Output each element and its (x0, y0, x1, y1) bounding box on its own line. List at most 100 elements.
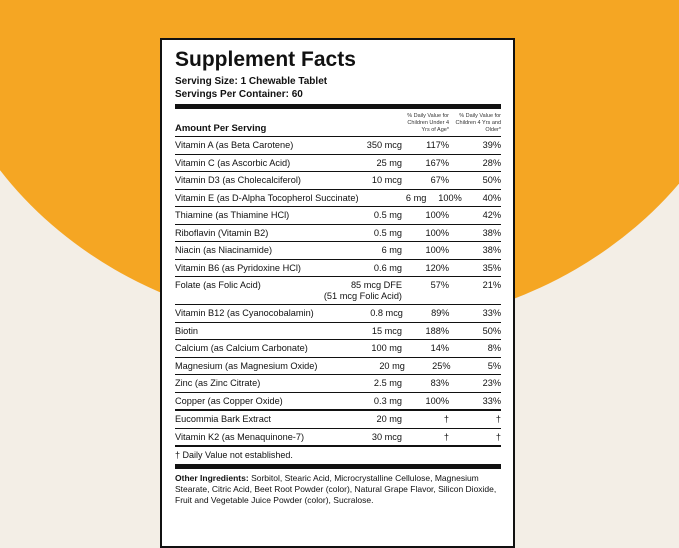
daily-value: 23% (482, 378, 501, 388)
daily-value: 40% (482, 192, 501, 203)
amount-value: 15 mcg (371, 325, 402, 336)
amount: 25 mg (312, 158, 402, 169)
column-header: Amount Per Serving % Daily Value for Chi… (175, 109, 501, 137)
nutrient-row: Riboflavin (Vitamin B2) 0.5 mg 100% 38% (175, 225, 501, 242)
amount: 20 mg (312, 414, 402, 425)
nutrient-row: Eucommia Bark Extract 20 mg † † (175, 411, 501, 429)
amount-value: 25 mg (376, 157, 402, 168)
amount: 85 mcg DFE (51 mcg Folic Acid) (312, 280, 402, 301)
nutrient-table: Vitamin A (as Beta Carotene) 350 mcg 117% 3… (175, 137, 501, 447)
amount: 2.5 mg (312, 378, 402, 389)
servings-per-container: Servings Per Container: 60 (175, 89, 303, 100)
nutrient-name: Zinc (as Zinc Citrate) (175, 378, 261, 388)
nutrient-name: Folate (as Folic Acid) (175, 280, 261, 290)
nutrient-name: Eucommia Bark Extract (175, 414, 271, 424)
amount-value: 85 mcg DFE (350, 280, 402, 290)
daily-value: 167% (425, 157, 450, 168)
serving-size: Serving Size: 1 Chewable Tablet (175, 76, 328, 87)
dv-header: % Daily Value for Children 4 Yrs and Old… (455, 113, 501, 133)
nutrient-name: Thiamine (as Thiamine HCl) (175, 210, 290, 220)
daily-value: 35% (482, 262, 501, 273)
daily-value: 100% (425, 245, 450, 255)
title: Supplement Facts (175, 48, 356, 71)
daily-value: 38% (482, 245, 501, 255)
amount-value: 20 mg (376, 414, 402, 424)
nutrient-row: Vitamin B12 (as Cyanocobalamin) 0.8 mcg 89… (175, 305, 501, 323)
nutrient-row: Vitamin D3 (as Cholecalciferol) 10 mcg 67%… (175, 172, 501, 190)
nutrient-name: Vitamin K2 (as Menaquinone-7) (175, 431, 305, 442)
amount-value: 30 mcg (371, 431, 402, 442)
daily-value: † (495, 414, 501, 424)
daily-value: 38% (482, 227, 501, 238)
nutrient-row: Biotin 15 mcg 188% 50% (175, 323, 501, 340)
daily-value: 5% (487, 360, 501, 371)
nutrient-name: Vitamin E (as D-Alpha Tocopherol Succina… (175, 192, 359, 203)
divider (175, 445, 501, 447)
section: Vitamin A (as Beta Carotene) 350 mcg 117% 3… (175, 137, 501, 409)
daily-value: 14% (430, 343, 449, 353)
daily-value: 100% (438, 192, 462, 203)
daily-value: 120% (425, 262, 450, 273)
amount: 6 mg (312, 245, 402, 256)
amount: 0.8 mcg (314, 308, 403, 319)
daily-value: 100% (425, 395, 450, 406)
nutrient-row: Niacin (as Niacinamide) 6 mg 100% 38% (175, 242, 501, 260)
daily-value: 117% (426, 140, 449, 150)
amount: 15 mcg (312, 326, 402, 337)
nutrient-name: Biotin (175, 325, 198, 336)
amount-value: 0.3 mg (373, 395, 402, 406)
daily-value: † (495, 431, 501, 442)
nutrient-name: Magnesium (as Magnesium Oxide) (175, 360, 318, 371)
amount: 0.5 mg (312, 228, 402, 239)
amount: 20 mg (317, 360, 405, 372)
other-ingredients-label: Other Ingredients: (175, 473, 249, 483)
amount: 0.3 mg (312, 396, 402, 407)
nutrient-row: Zinc (as Zinc Citrate) 2.5 mg 83% 23% (175, 375, 501, 393)
nutrient-row: Folate (as Folic Acid) 85 mcg DFE (51 mcg … (175, 277, 501, 305)
amount: 10 mcg (312, 175, 402, 186)
nutrient-name: Copper (as Copper Oxide) (175, 395, 283, 406)
daily-value: 25% (432, 360, 451, 371)
daily-value: 100% (425, 210, 450, 220)
nutrient-row: Vitamin K2 (as Menaquinone-7) 30 mcg † † (175, 429, 501, 446)
daily-value: 57% (430, 280, 449, 290)
daily-value: 50% (482, 175, 501, 185)
nutrient-name: Niacin (as Niacinamide) (175, 245, 273, 255)
dv-header: % Daily Value for Children Under 4 Yrs o… (407, 113, 449, 133)
amount-value: 10 mcg (371, 175, 402, 185)
daily-value: 42% (482, 210, 501, 220)
supplement-panel: Supplement Facts Serving Size: 1 Chewabl… (160, 38, 515, 548)
amount-value: 100 mg (371, 343, 402, 353)
daily-value: 28% (482, 157, 501, 168)
nutrient-name: Vitamin B12 (as Cyanocobalamin) (175, 308, 314, 318)
amount: 30 mcg (312, 432, 402, 443)
amount-note: (51 mcg Folic Acid) (323, 290, 402, 301)
daily-value: 50% (482, 325, 501, 336)
footnote: † Daily Value not established. (175, 450, 293, 460)
amount: 350 mcg (312, 140, 402, 151)
daily-value: † (443, 431, 449, 442)
nutrient-row: Copper (as Copper Oxide) 0.3 mg 100% 33% (175, 393, 501, 410)
section: Eucommia Bark Extract 20 mg † † Vitamin K2 (… (175, 409, 501, 445)
nutrient-name: Calcium (as Calcium Carbonate) (175, 343, 308, 353)
nutrient-row: Calcium (as Calcium Carbonate) 100 mg 14% 8… (175, 340, 501, 358)
amount: 0.6 mg (312, 263, 402, 274)
nutrient-name: Vitamin A (as Beta Carotene) (175, 140, 294, 150)
amount-value: 0.5 mg (373, 210, 402, 220)
amount-value: 6 mg (381, 245, 402, 255)
nutrient-row: Thiamine (as Thiamine HCl) 0.5 mg 100% 42% (175, 207, 501, 225)
amount-value: 350 mcg (366, 140, 402, 150)
nutrient-row: Vitamin C (as Ascorbic Acid) 25 mg 167% 28% (175, 155, 501, 172)
amount-value: 20 mg (379, 360, 405, 371)
nutrient-name: Vitamin C (as Ascorbic Acid) (175, 157, 291, 168)
daily-value: 33% (482, 308, 501, 318)
other-ingredients: Other Ingredients: Sorbitol, Stearic Aci… (175, 469, 501, 506)
nutrient-row: Vitamin A (as Beta Carotene) 350 mcg 117% 3… (175, 137, 501, 155)
daily-value: 21% (482, 280, 501, 290)
other-ingredients-text: Sorbitol, Stearic Acid, Microcrystalline… (175, 473, 497, 505)
amount-value: 2.5 mg (373, 378, 402, 388)
amount-value: 0.8 mcg (370, 308, 403, 318)
nutrient-row: Vitamin E (as D-Alpha Tocopherol Succina… (175, 190, 501, 207)
amount: 100 mg (312, 343, 402, 354)
